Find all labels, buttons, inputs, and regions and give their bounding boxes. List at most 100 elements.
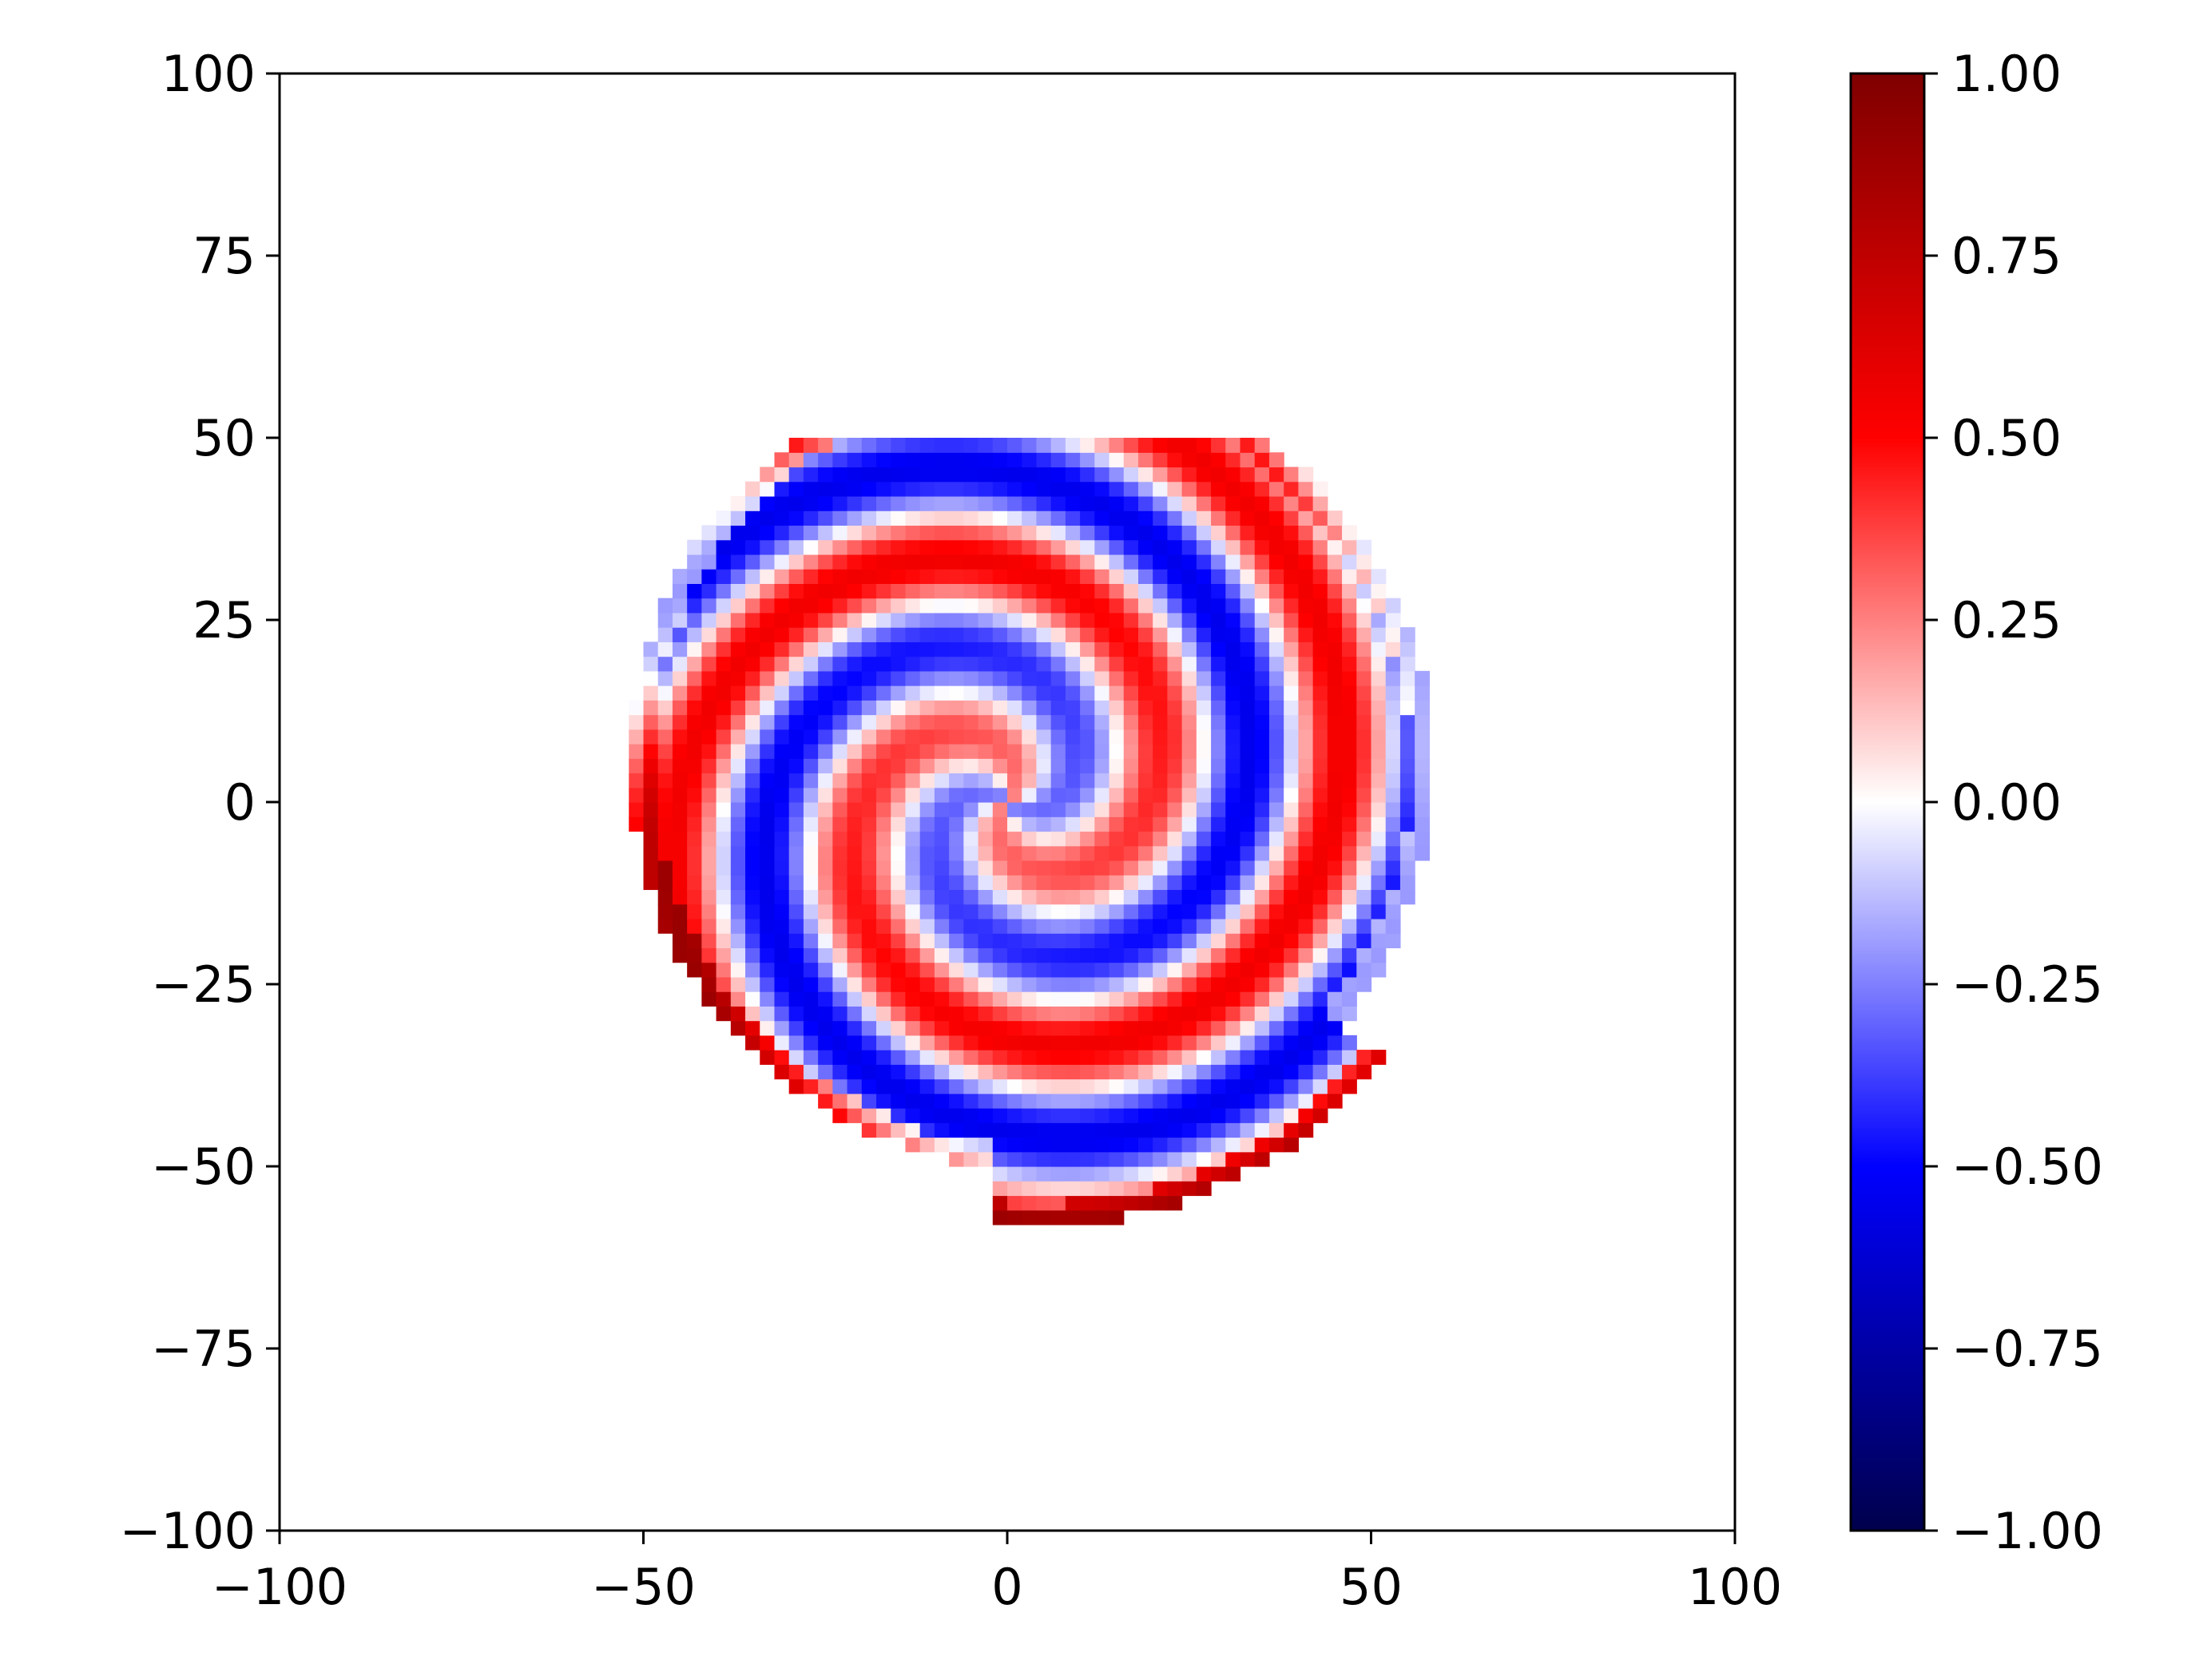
heatmap-cell: [1268, 831, 1284, 847]
heatmap-cell: [891, 1078, 907, 1094]
heatmap-cell: [1153, 976, 1169, 992]
heatmap-cell: [788, 918, 804, 934]
heatmap-cell: [1007, 860, 1022, 876]
heatmap-cell: [1284, 1093, 1299, 1109]
heatmap-cell: [716, 539, 732, 555]
heatmap-cell: [978, 816, 994, 832]
heatmap-cell: [978, 583, 994, 599]
heatmap-cell: [1007, 962, 1022, 978]
heatmap-cell: [1268, 510, 1284, 526]
heatmap-cell: [730, 947, 746, 963]
heatmap-cell: [1109, 1122, 1125, 1138]
heatmap-cell: [1312, 875, 1328, 891]
heatmap-cell: [992, 947, 1008, 963]
heatmap-cell: [992, 802, 1008, 817]
heatmap-cell: [1080, 860, 1095, 876]
heatmap-cell: [1268, 1093, 1284, 1109]
heatmap-cell: [891, 1006, 907, 1022]
heatmap-cell: [788, 438, 804, 453]
heatmap-cell: [1181, 947, 1197, 963]
heatmap-cell: [1109, 918, 1125, 934]
heatmap-cell: [1342, 627, 1357, 642]
heatmap-cell: [876, 1020, 891, 1036]
heatmap-cell: [1065, 1137, 1081, 1153]
heatmap-cell: [876, 787, 891, 803]
heatmap-cell: [657, 875, 673, 891]
heatmap-cell: [716, 510, 732, 526]
heatmap-cell: [818, 438, 833, 453]
heatmap-cell: [1036, 845, 1052, 861]
heatmap-cell: [687, 918, 702, 934]
heatmap-cell: [1153, 1020, 1169, 1036]
heatmap-cell: [905, 947, 921, 963]
heatmap-cell: [1211, 831, 1226, 847]
heatmap-cell: [1181, 539, 1197, 555]
heatmap-cell: [876, 976, 891, 992]
heatmap-cell: [1284, 904, 1299, 919]
heatmap-cell: [818, 495, 833, 511]
heatmap-cell: [905, 816, 921, 832]
heatmap-cell: [1196, 787, 1212, 803]
heatmap-cell: [1284, 875, 1299, 891]
heatmap-cell: [1399, 758, 1415, 774]
heatmap-cell: [687, 700, 702, 716]
heatmap-cell: [1240, 802, 1256, 817]
heatmap-cell: [963, 598, 979, 614]
heatmap-cell: [1109, 1166, 1125, 1182]
heatmap-cell: [1240, 1020, 1256, 1036]
heatmap-cell: [1298, 787, 1314, 803]
heatmap-cell: [657, 656, 673, 672]
heatmap-cell: [1298, 481, 1314, 497]
heatmap-cell: [934, 641, 950, 657]
heatmap-cell: [1065, 438, 1081, 453]
heatmap-cell: [730, 772, 746, 788]
heatmap-cell: [803, 700, 819, 716]
heatmap-cell: [672, 612, 688, 628]
heatmap-cell: [1312, 947, 1328, 963]
heatmap-cell: [891, 1035, 907, 1050]
heatmap-cell: [1109, 816, 1125, 832]
heatmap-cell: [905, 1064, 921, 1080]
heatmap-cell: [1284, 889, 1299, 905]
heatmap-cell: [1080, 991, 1095, 1007]
heatmap-cell: [1268, 627, 1284, 642]
heatmap-cell: [847, 1064, 863, 1080]
heatmap-cell: [1385, 641, 1401, 657]
heatmap-cell: [1007, 1151, 1022, 1167]
heatmap-cell: [716, 816, 732, 832]
heatmap-cell: [1036, 1181, 1052, 1197]
heatmap-cell: [1385, 670, 1401, 686]
heatmap-cell: [1211, 598, 1226, 614]
heatmap-cell: [716, 525, 732, 541]
heatmap-cell: [847, 787, 863, 803]
heatmap-cell: [1356, 700, 1372, 716]
heatmap-cell: [978, 976, 994, 992]
x-axis: −100 −50 0 50 100: [212, 1531, 1782, 1616]
heatmap-cell: [861, 700, 877, 716]
heatmap-cell: [1065, 744, 1081, 759]
heatmap-cell: [1225, 627, 1241, 642]
heatmap-cell: [1007, 889, 1022, 905]
heatmap-cell: [832, 569, 848, 584]
heatmap-cell: [919, 729, 935, 745]
heatmap-cell: [1123, 744, 1139, 759]
heatmap-cell: [1036, 1078, 1052, 1094]
heatmap-cell: [1268, 1078, 1284, 1094]
heatmap-cell: [891, 904, 907, 919]
heatmap-cell: [963, 729, 979, 745]
heatmap-cell: [1385, 700, 1401, 716]
heatmap-cell: [1137, 787, 1153, 803]
heatmap-cell: [832, 1108, 848, 1123]
heatmap-cell: [1022, 875, 1038, 891]
heatmap-cell: [934, 962, 950, 978]
heatmap-cell: [1007, 1035, 1022, 1050]
heatmap-cell: [1225, 845, 1241, 861]
heatmap-cell: [1211, 1006, 1226, 1022]
heatmap-cell: [1109, 627, 1125, 642]
heatmap-cell: [818, 641, 833, 657]
heatmap-cell: [1036, 1064, 1052, 1080]
heatmap-cell: [1342, 933, 1357, 948]
heatmap-cell: [657, 831, 673, 847]
heatmap-cell: [978, 467, 994, 483]
heatmap-cell: [1371, 1050, 1387, 1065]
